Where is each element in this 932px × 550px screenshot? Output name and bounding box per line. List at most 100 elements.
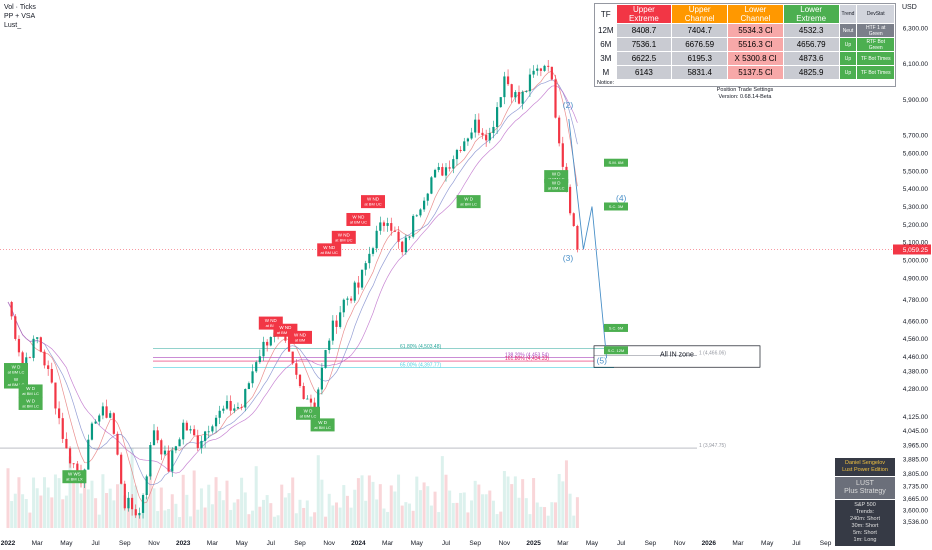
volume-bar — [229, 509, 233, 528]
volume-bar — [13, 493, 17, 528]
candle-body — [492, 126, 495, 134]
volume-bar — [181, 474, 185, 528]
signal-subtext: at BM UC — [335, 237, 352, 242]
volume-bar — [221, 500, 225, 528]
green-signal-label — [62, 470, 87, 484]
candle-body — [17, 338, 21, 353]
volume-bar — [199, 488, 203, 528]
volume-bar — [116, 484, 119, 528]
candle-body — [525, 91, 528, 93]
volume-bar — [159, 487, 163, 528]
candle-body — [339, 312, 342, 327]
volume-bars — [6, 448, 579, 528]
candle-body — [291, 351, 294, 364]
volume-bar — [258, 506, 262, 528]
volume-bar — [294, 513, 298, 528]
volume-bar — [86, 489, 90, 528]
time-tick: Mar — [732, 540, 744, 547]
price-tick: 5,900.00 — [903, 97, 929, 104]
volume-bar — [345, 495, 349, 528]
volume-bar — [112, 500, 116, 528]
volume-bar — [79, 493, 83, 528]
time-tick: Nov — [323, 540, 335, 547]
table-header: Upper Extreme — [615, 4, 673, 24]
table-notice: Notice: Position Trade Settings Version:… — [595, 80, 895, 101]
volume-bar — [397, 474, 401, 528]
volume-bar — [291, 477, 295, 528]
green-signal-label — [310, 418, 335, 432]
table-cell: 4873.6 — [782, 51, 840, 66]
candle-body — [298, 374, 302, 387]
volume-bar — [502, 471, 506, 528]
candle-body — [109, 413, 112, 418]
volume-bar — [145, 496, 149, 528]
price-tick: 5,500.00 — [903, 168, 929, 175]
candle-body — [160, 440, 163, 455]
signal-text: W D — [464, 197, 473, 202]
volume-bar — [269, 503, 273, 528]
price-tick: 3,965.00 — [903, 442, 929, 449]
level-box — [604, 202, 628, 211]
green-signal-label — [456, 195, 481, 209]
volume-bar — [466, 512, 470, 528]
table-cell: Neut — [838, 23, 858, 38]
volume-bar — [90, 480, 94, 528]
price-tick: 4,460.00 — [903, 354, 929, 361]
candle-body — [193, 429, 196, 436]
table-cell: 5534.3 Cl — [727, 23, 784, 38]
candle-body — [189, 429, 192, 431]
volume-bar — [378, 484, 382, 528]
volume-bar — [6, 468, 10, 528]
volume-bar — [422, 482, 426, 528]
price-tick: 5,200.00 — [903, 222, 929, 229]
candle-body — [178, 439, 181, 447]
candle-body — [39, 337, 42, 352]
candle-body — [32, 338, 35, 358]
price-tick: 3,665.00 — [903, 496, 929, 503]
time-tick: Jul — [442, 540, 451, 547]
volume-bar — [10, 501, 14, 528]
time-axis: 2022 Mar May Jul Sep Nov 2023 Mar May Jul Sep Nov 20… — [0, 532, 932, 550]
volume-bar — [389, 485, 393, 528]
candle-body — [65, 438, 68, 449]
fib-label: 161.80% (4,434.33) — [505, 356, 549, 362]
table-header: DevStat — [856, 4, 895, 24]
all-in-zone-box — [593, 345, 761, 368]
candle-body — [412, 215, 415, 237]
moving-average-line — [7, 70, 578, 504]
candle-body — [225, 401, 229, 409]
signal-subtext: at BM LC — [300, 413, 317, 418]
candle-body — [309, 398, 313, 403]
info-line: S&P 500 — [854, 502, 876, 508]
time-tick: Mar — [32, 540, 44, 547]
currency-label: USD — [902, 4, 917, 11]
volume-bar — [521, 479, 525, 528]
candle-body — [185, 422, 188, 431]
volume-bar — [46, 487, 50, 528]
volume-bar — [28, 512, 32, 528]
table-header: Lower Channel — [727, 4, 784, 24]
price-tick: 4,045.00 — [903, 428, 929, 435]
candle-body — [58, 408, 61, 419]
table-cell: M — [595, 65, 617, 80]
candle-body — [419, 209, 422, 216]
volume-bar — [455, 502, 459, 528]
candle-body — [430, 177, 433, 194]
candle-body — [496, 107, 499, 127]
table-cell: 7404.7 — [671, 23, 729, 38]
wave-projection: (2) (3) (4) (5) — [563, 100, 627, 365]
volume-bar — [210, 504, 214, 528]
volume-bar — [488, 490, 492, 528]
volume-bar — [64, 495, 68, 528]
candle-body — [61, 418, 64, 439]
candle-body — [229, 401, 232, 411]
price-axis-bg — [892, 0, 932, 550]
time-axis-bg — [0, 532, 932, 550]
notice-line: Position Trade Settings — [716, 87, 774, 93]
volume-bar — [309, 516, 313, 528]
candle-body — [105, 406, 108, 418]
volume-bar — [437, 512, 441, 528]
time-tick: May — [60, 540, 73, 547]
volume-bar — [506, 476, 510, 528]
